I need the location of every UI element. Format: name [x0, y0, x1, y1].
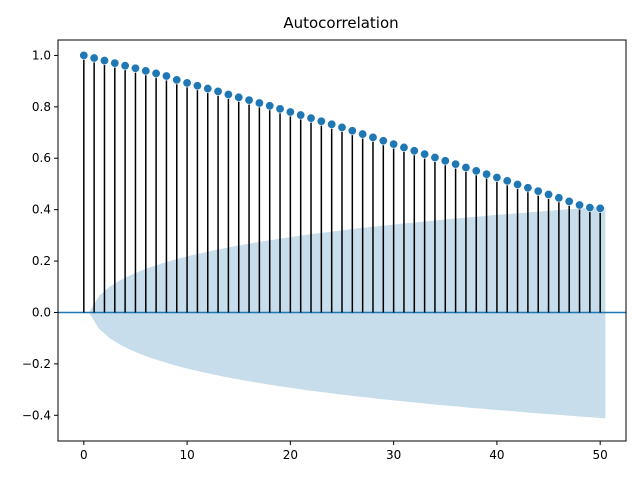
point-lag-49: [585, 203, 595, 213]
point-lag-12: [203, 84, 213, 94]
y-tick-label-5: 0.6: [32, 151, 51, 165]
point-lag-39: [482, 169, 492, 179]
point-lag-29: [378, 136, 388, 146]
point-lag-46: [554, 193, 564, 203]
point-lag-20: [285, 107, 295, 117]
point-lag-37: [461, 162, 471, 172]
point-lag-6: [141, 66, 151, 76]
point-lag-38: [471, 166, 481, 176]
point-lag-17: [254, 98, 264, 108]
point-lag-11: [192, 81, 202, 91]
chart-title: Autocorrelation: [283, 14, 398, 32]
y-tick-label-1: −0.2: [22, 357, 51, 371]
point-lag-3: [110, 58, 120, 68]
point-lag-21: [296, 110, 306, 120]
point-lag-14: [223, 89, 233, 99]
point-lag-9: [172, 75, 182, 85]
point-lag-31: [399, 142, 409, 152]
point-lag-19: [275, 104, 285, 114]
points-group: [79, 50, 605, 213]
point-lag-32: [409, 146, 419, 156]
point-lag-22: [306, 113, 316, 123]
point-lag-50: [595, 203, 605, 213]
point-lag-26: [347, 126, 357, 136]
y-tick-label-4: 0.4: [32, 203, 51, 217]
point-lag-28: [368, 132, 378, 142]
point-lag-48: [575, 200, 585, 210]
point-lag-47: [564, 196, 574, 206]
point-lag-15: [234, 92, 244, 102]
y-tick-label-2: 0.0: [32, 305, 51, 319]
y-tick-label-3: 0.2: [32, 254, 51, 268]
x-ticks-group: 0 10 20 30 40 50: [80, 441, 608, 462]
point-lag-8: [161, 71, 171, 81]
point-lag-1: [89, 53, 99, 63]
point-lag-33: [420, 149, 430, 159]
y-ticks-group: −0.4 −0.2 0.0 0.2 0.4 0.6 0.8 1.0: [22, 48, 58, 422]
axes-group: [57, 39, 627, 442]
x-tick-label-10: 10: [179, 448, 194, 462]
y-tick-label-7: 1.0: [32, 48, 51, 62]
point-lag-43: [523, 183, 533, 193]
point-lag-7: [151, 68, 161, 78]
point-lag-27: [358, 129, 368, 139]
point-lag-35: [440, 156, 450, 166]
point-lag-44: [533, 186, 543, 196]
point-lag-4: [120, 61, 130, 71]
point-lag-36: [451, 159, 461, 169]
y-tick-label-6: 0.8: [32, 100, 51, 114]
y-tick-label-0: −0.4: [22, 408, 51, 422]
point-lag-23: [316, 116, 326, 126]
point-lag-41: [502, 176, 512, 186]
point-lag-2: [99, 56, 109, 66]
x-tick-label-0: 0: [80, 448, 88, 462]
plot-frame: [57, 39, 627, 442]
point-lag-42: [513, 179, 523, 189]
x-tick-label-40: 40: [489, 448, 504, 462]
point-lag-45: [544, 189, 554, 199]
point-lag-13: [213, 86, 223, 96]
point-lag-5: [130, 63, 140, 73]
x-tick-label-20: 20: [283, 448, 298, 462]
stems-group: [83, 55, 601, 313]
x-tick-label-50: 50: [593, 448, 608, 462]
x-tick-label-30: 30: [386, 448, 401, 462]
point-lag-10: [182, 78, 192, 88]
point-lag-16: [244, 95, 254, 105]
point-lag-24: [327, 119, 337, 129]
point-lag-30: [389, 139, 399, 149]
point-lag-25: [337, 122, 347, 132]
point-lag-0: [79, 50, 89, 60]
point-lag-34: [430, 152, 440, 162]
point-lag-40: [492, 173, 502, 183]
point-lag-18: [265, 101, 275, 111]
